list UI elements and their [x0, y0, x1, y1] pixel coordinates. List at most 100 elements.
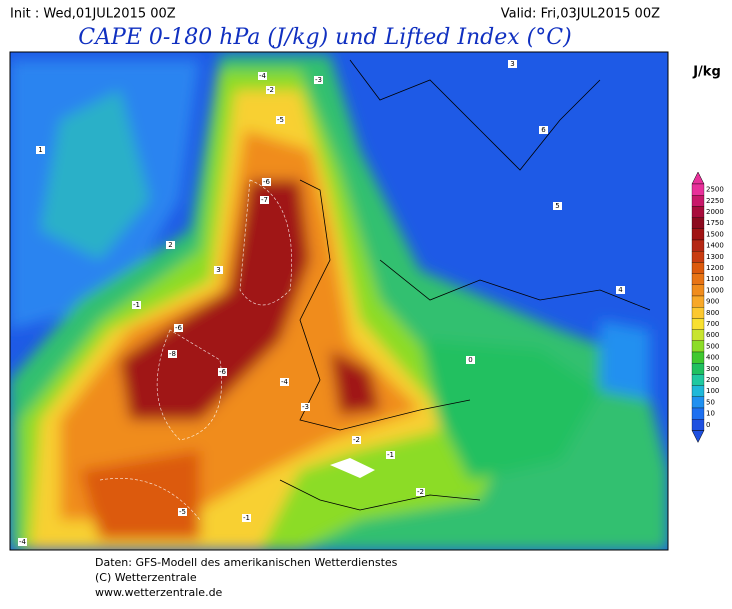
- colorbar-label: 1400: [706, 242, 724, 250]
- map-title: CAPE 0-180 hPa (J/kg) und Lifted Index (…: [78, 25, 571, 50]
- colorbar-label: 100: [706, 387, 719, 395]
- colorbar-swatch: [691, 363, 705, 375]
- colorbar-label: 1500: [706, 230, 724, 238]
- contour-label-box: [242, 514, 251, 522]
- legend-unit: J/kg: [692, 65, 721, 80]
- contour-label-box: [214, 266, 223, 274]
- colorbar-swatch: [691, 307, 705, 319]
- contour-label: 0: [468, 356, 472, 364]
- contour-label: -5: [179, 508, 186, 516]
- colorbar-swatch: [691, 195, 705, 207]
- contour-label: 2: [168, 241, 172, 249]
- contour-label: -1: [243, 514, 250, 522]
- colorbar-label: 400: [706, 354, 719, 362]
- contour-label: -1: [133, 301, 140, 309]
- contour-label-box: [266, 86, 275, 94]
- contour-label-box: [258, 72, 267, 80]
- colorbar-swatch: [691, 273, 705, 285]
- contour-label: 1: [38, 146, 42, 154]
- contour-label-box: [218, 368, 227, 376]
- colorbar-swatch: [691, 407, 705, 420]
- colorbar-swatch: [691, 251, 705, 263]
- valid-time: Valid: Fri,03JUL2015 00Z: [501, 7, 660, 22]
- contour-label-box: [132, 301, 141, 309]
- colorbar-swatch: [691, 329, 705, 341]
- colorbar-swatch: [691, 340, 705, 353]
- colorbar-label: 10: [706, 410, 715, 418]
- contour-label: -3: [315, 76, 322, 84]
- colorbar-label: 1000: [706, 286, 724, 294]
- map-field: [10, 52, 668, 550]
- contour-label: -8: [169, 350, 176, 358]
- contour-label-box: [466, 356, 475, 364]
- colorbar-tip-bottom: [691, 430, 705, 443]
- contour-label-box: [553, 202, 562, 210]
- colorbar-tip-top: [691, 171, 705, 185]
- contour-label: -5: [277, 116, 284, 124]
- contour-label: 5: [555, 202, 559, 210]
- map-frame: [9, 51, 669, 551]
- colorbar-swatch: [691, 295, 705, 308]
- contour-label-box: [166, 241, 175, 249]
- colorbar-label: 700: [706, 320, 719, 328]
- colorbar-swatch: [691, 217, 705, 229]
- contour-label: -6: [263, 178, 271, 186]
- colorbar-swatch: [691, 183, 705, 196]
- colorbar-swatch: [691, 396, 705, 409]
- contour-label: -3: [302, 403, 309, 411]
- colorbar-label: 50: [706, 398, 715, 406]
- contour-label: -6: [219, 368, 227, 376]
- colorbar-swatch: [691, 318, 705, 330]
- contour-label: 3: [216, 266, 220, 274]
- colorbar-swatch: [691, 385, 705, 397]
- contour-label: 4: [618, 286, 623, 294]
- colorbar-label: 800: [706, 309, 719, 317]
- colorbar-label: 200: [706, 376, 719, 384]
- contour-label: -1: [387, 451, 394, 459]
- contour-label-box: [539, 126, 548, 134]
- contour-label-box: [386, 451, 395, 459]
- colorbar-label: 900: [706, 298, 719, 306]
- contour-label: -7: [261, 196, 268, 204]
- contour-label-box: [260, 196, 269, 204]
- colorbar-swatch: [691, 206, 705, 218]
- colorbar-swatch: [691, 228, 705, 241]
- colorbar-label: 0: [706, 421, 710, 429]
- contour-label: -2: [353, 436, 360, 444]
- contour-label-box: [276, 116, 285, 124]
- contour-label: -2: [417, 488, 424, 496]
- contour-label: -2: [267, 86, 274, 94]
- init-time: Init : Wed,01JUL2015 00Z: [10, 7, 176, 22]
- colorbar-swatch: [691, 351, 705, 364]
- contour-label-box: [168, 350, 177, 358]
- contour-label-box: [616, 286, 625, 294]
- contour-label: 3: [510, 60, 514, 68]
- colorbar-label: 600: [706, 331, 719, 339]
- contour-label-box: [262, 178, 271, 186]
- footer-source: Daten: GFS-Modell des amerikanischen Wet…: [95, 556, 398, 569]
- colorbar-label: 1100: [706, 275, 724, 283]
- contour-label: -4: [19, 538, 27, 546]
- colorbar-swatch: [691, 419, 705, 431]
- colorbar-label: 1300: [706, 253, 724, 261]
- contour-label-box: [352, 436, 361, 444]
- contour-label-box: [508, 60, 517, 68]
- colorbar-label: 1200: [706, 264, 724, 272]
- contour-label-box: [314, 76, 323, 84]
- colorbar-label: 2000: [706, 208, 724, 216]
- contour-label-box: [301, 403, 310, 411]
- colorbar-label: 300: [706, 365, 719, 373]
- colorbar-label: 1750: [706, 219, 724, 227]
- contour-label-box: [36, 146, 45, 154]
- contour-label: -4: [281, 378, 289, 386]
- footer-url: www.wetterzentrale.de: [95, 586, 223, 599]
- colorbar-label: 2250: [706, 197, 724, 205]
- contour-label: -6: [175, 324, 183, 332]
- contour-label-box: [174, 324, 183, 332]
- contour-label-box: [18, 538, 27, 546]
- colorbar-swatch: [691, 374, 705, 386]
- colorbar-label: 2500: [706, 186, 724, 194]
- colorbar-swatch: [691, 262, 705, 274]
